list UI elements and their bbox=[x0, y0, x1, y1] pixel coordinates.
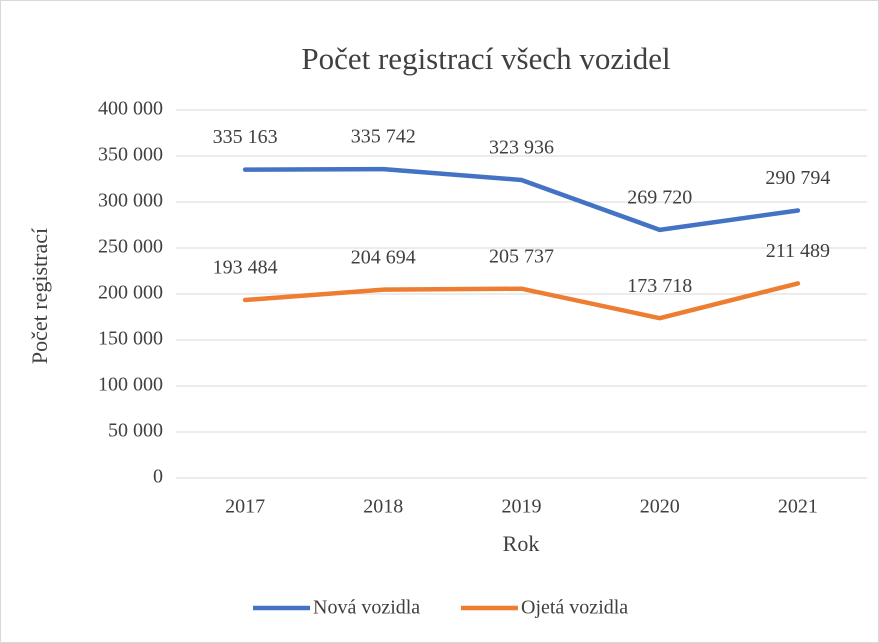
data-label: 193 484 bbox=[213, 257, 278, 279]
series-line bbox=[242, 281, 801, 321]
y-tick-label: 50 000 bbox=[108, 420, 163, 442]
x-axis-label: Rok bbox=[503, 531, 540, 556]
legend-label: Ojetá vozidla bbox=[521, 597, 628, 619]
y-tick-label: 0 bbox=[153, 466, 163, 488]
x-tick-label: 2019 bbox=[502, 496, 542, 518]
data-label: 290 794 bbox=[765, 167, 830, 189]
data-label: 205 737 bbox=[489, 245, 554, 267]
data-label: 211 489 bbox=[766, 240, 830, 262]
y-tick-label: 200 000 bbox=[98, 282, 163, 304]
y-tick-label: 250 000 bbox=[98, 236, 163, 258]
y-tick-label: 100 000 bbox=[98, 374, 163, 396]
y-tick-label: 150 000 bbox=[98, 328, 163, 350]
data-label: 335 742 bbox=[351, 126, 416, 148]
x-tick-label: 2017 bbox=[225, 496, 265, 518]
data-label: 323 936 bbox=[489, 137, 554, 159]
x-tick-label: 2020 bbox=[640, 496, 680, 518]
chart-title: Počet registrací všech vozidel bbox=[301, 41, 670, 76]
y-tick-label: 400 000 bbox=[98, 98, 163, 120]
data-label: 269 720 bbox=[627, 186, 692, 208]
series-line bbox=[242, 166, 801, 233]
legend-label: Nová vozidla bbox=[313, 597, 420, 619]
y-tick-label: 350 000 bbox=[98, 144, 163, 166]
x-tick-label: 2018 bbox=[363, 496, 403, 518]
y-axis-label: Počet registrací bbox=[27, 228, 52, 364]
data-label: 335 163 bbox=[213, 126, 278, 148]
x-tick-label: 2021 bbox=[778, 496, 818, 518]
data-label: 204 694 bbox=[351, 246, 416, 268]
data-label: 173 718 bbox=[627, 275, 692, 297]
y-tick-label: 300 000 bbox=[98, 190, 163, 212]
